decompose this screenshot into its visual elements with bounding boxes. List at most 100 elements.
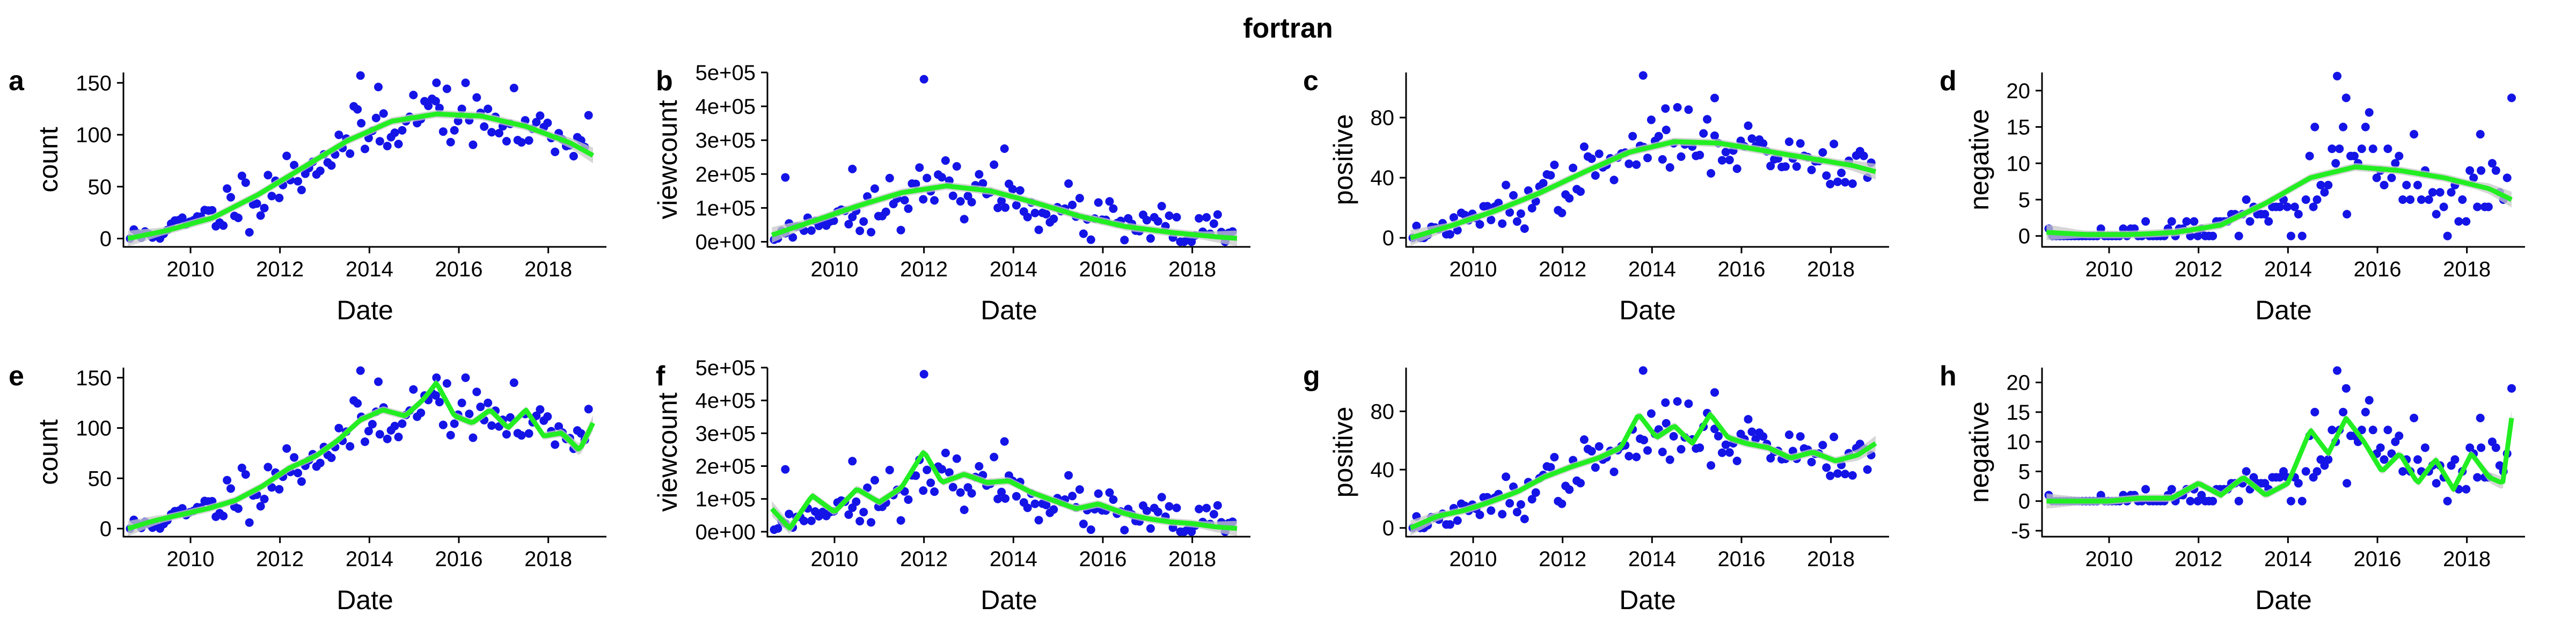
x-tick-label-f-1: 2012 [900,547,948,571]
point-e-65 [368,420,377,429]
x-tick-label-h-3: 2016 [2354,547,2402,571]
point-c-79 [1703,115,1712,124]
point-c-124 [1638,71,1648,80]
point-b-36 [904,204,913,213]
point-a-87 [450,126,459,135]
point-c-43 [1569,163,1578,172]
point-g-64 [1646,409,1656,418]
point-e-73 [398,419,407,428]
point-f-125 [1000,437,1009,446]
point-d-96 [2402,180,2411,189]
point-c-60 [1632,160,1641,169]
point-d-114 [2469,173,2478,182]
point-a-26 [223,184,232,193]
point-e-82 [431,391,440,400]
point-h-101 [2420,443,2429,452]
point-b-49 [952,162,961,171]
point-e-44 [290,453,299,462]
point-d-91 [2383,144,2392,153]
point-f-59 [990,452,999,462]
point-a-76 [409,91,418,99]
point-g-110 [1818,441,1827,450]
point-d-69 [2301,195,2310,204]
point-e-72 [394,433,403,442]
point-b-103 [1153,217,1162,226]
point-h-98 [2410,413,2419,422]
point-c-74 [1684,105,1693,114]
point-g-69 [1665,455,1674,464]
point-b-45 [938,173,946,182]
point-b-23 [855,226,865,236]
y-tick-label-d-2: 10 [2007,152,2031,175]
point-h-80 [2343,479,2352,488]
point-f-51 [960,506,969,514]
smooth-line-g [1409,412,1877,530]
x-tick-label-f-4: 2018 [1168,547,1216,571]
point-f-27 [870,475,879,485]
point-f-124 [919,370,928,379]
x-axis-title-a: Date [336,295,393,325]
point-f-104 [1157,493,1166,502]
x-tick-label-d-2: 2014 [2264,258,2312,281]
point-h-53 [2242,467,2251,476]
point-d-107 [2443,231,2452,240]
y-tick-label-b-5: 5e+05 [696,61,756,85]
x-tick-label-g-2: 2014 [1628,547,1676,571]
point-g-62 [1640,436,1649,444]
point-c-24 [1498,219,1507,228]
point-d-118 [2484,202,2493,211]
point-e-46 [297,477,306,486]
x-tick-label-g-1: 2012 [1539,547,1586,571]
point-c-100 [1781,162,1790,171]
point-e-63 [361,437,369,447]
point-a-36 [260,203,269,213]
point-f-47 [945,468,954,477]
point-h-128 [2476,413,2485,422]
point-f-25 [863,483,872,492]
point-g-113 [1829,433,1839,442]
point-b-35 [900,196,909,204]
point-h-68 [2297,496,2307,506]
point-c-32 [1527,204,1536,213]
point-d-40 [2193,231,2202,240]
point-c-111 [1822,171,1831,180]
x-tick-label-e-4: 2018 [524,547,572,571]
point-e-38 [267,483,276,492]
point-e-87 [450,419,459,428]
point-d-126 [2507,93,2516,103]
y-axis-title-d: negative [1964,109,1994,210]
point-e-56 [334,423,343,433]
point-a-46 [297,186,306,194]
point-a-125 [432,78,441,87]
point-a-59 [346,149,355,158]
point-a-85 [442,84,451,93]
points-f [770,370,1237,536]
point-g-45 [1576,479,1585,488]
x-tick-label-d-4: 2018 [2443,258,2491,281]
point-a-54 [327,161,336,170]
point-c-28 [1512,217,1521,226]
point-g-122 [1863,465,1872,474]
point-e-54 [327,453,336,462]
point-d-102 [2424,195,2433,204]
x-axis-title-d: Date [2255,295,2312,325]
point-c-38 [1550,160,1559,170]
point-b-91 [1109,204,1118,213]
point-a-56 [334,130,343,140]
point-e-112 [543,412,552,421]
point-a-68 [379,109,388,118]
point-c-84 [1721,148,1730,157]
point-a-29 [233,214,243,222]
point-e-30 [237,463,246,472]
point-f-41 [923,465,932,474]
point-f-22 [852,497,861,506]
point-c-77 [1695,150,1704,159]
point-d-54 [2245,217,2255,226]
point-g-116 [1841,470,1850,479]
point-g-25 [1502,472,1511,481]
x-tick-label-e-0: 2010 [167,547,215,571]
y-tick-label-c-1: 40 [1371,166,1395,190]
y-axis-title-h: negative [1964,401,1994,503]
point-h-75 [2324,455,2333,464]
point-g-104 [1796,432,1805,441]
